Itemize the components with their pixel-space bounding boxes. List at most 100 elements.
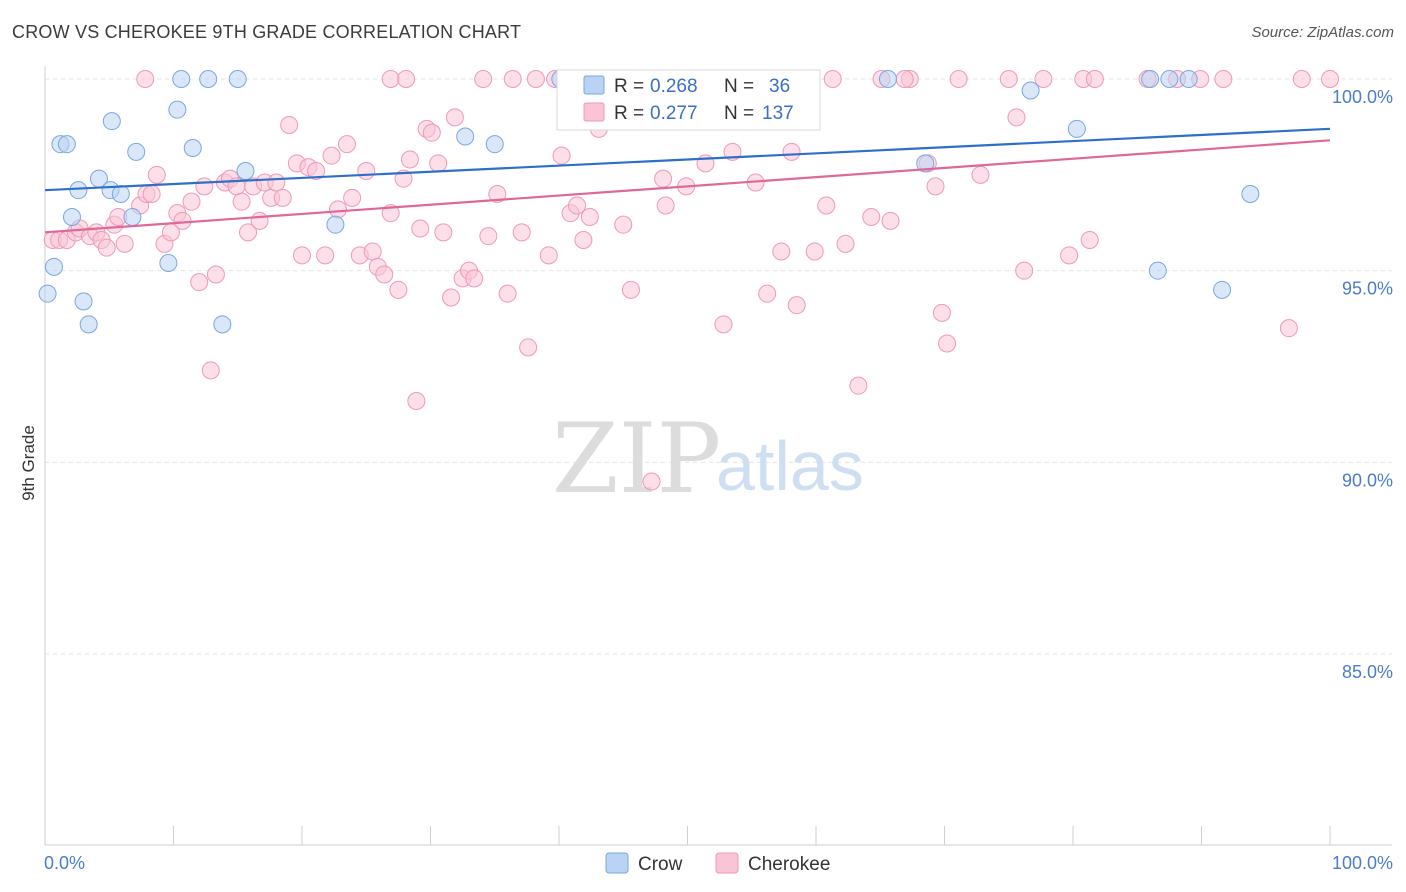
correlation-legend: R = 0.268 N = 36 R = 0.277 N = 137 [556, 69, 821, 131]
cherokee-point [389, 280, 408, 299]
legend-crow-n-label: N = [724, 76, 754, 97]
cherokee-point [182, 192, 201, 211]
cherokee-point [1080, 231, 1099, 249]
cherokee-point [642, 472, 661, 491]
cherokee-point [614, 215, 633, 234]
crow-point [485, 135, 504, 154]
cherokee-point [273, 188, 292, 207]
cherokee-point [519, 338, 538, 357]
crow-point [127, 142, 146, 161]
chart-title: CROW VS CHEROKEE 9TH GRADE CORRELATION C… [12, 22, 522, 42]
cherokee-trend-line [44, 139, 1331, 234]
cherokee-point [206, 265, 225, 284]
cherokee-point [142, 185, 161, 203]
crow-point [213, 315, 232, 334]
crow-point [236, 162, 255, 180]
crow-point [228, 70, 247, 88]
cherokee-point [932, 303, 951, 322]
crow-point [1213, 280, 1232, 299]
cherokee-point [429, 154, 448, 173]
cherokee-point [949, 70, 968, 88]
cherokee-point [862, 208, 881, 226]
crow-point [172, 70, 191, 88]
cherokee-point [328, 200, 347, 219]
watermark-atlas: atlas [716, 427, 864, 505]
cherokee-point [1015, 261, 1034, 280]
bottom-legend-crow-label: Crow [638, 854, 683, 875]
cherokee-point [250, 211, 269, 230]
legend-crow-swatch [583, 75, 605, 95]
crow-point [1160, 70, 1179, 88]
crow-point [123, 208, 142, 226]
legend-cherokee-swatch [583, 102, 605, 122]
cherokee-point [758, 284, 777, 303]
cherokee-point [656, 196, 675, 215]
cherokee-point [1292, 70, 1311, 88]
cherokee-point [115, 234, 134, 253]
crow-point [1241, 185, 1260, 203]
cherokee-point [1007, 108, 1026, 127]
tick-labels: 100.0% 95.0% 90.0% 85.0% 0.0% 100.0% [44, 87, 1393, 873]
series-legend: Crow Cherokee [605, 852, 830, 875]
y-tick-label: 95.0% [1342, 279, 1393, 299]
cherokee-point [322, 146, 341, 165]
cherokee-point [539, 246, 558, 265]
crow-point [111, 185, 130, 203]
y-tick-label: 90.0% [1342, 470, 1393, 490]
cherokee-point [782, 142, 801, 161]
source-note: Source: ZipAtlas.com [1251, 24, 1394, 41]
cherokee-point [817, 196, 836, 215]
cherokee-point [375, 265, 394, 284]
crow-point [38, 284, 57, 303]
cherokee-point [474, 70, 493, 88]
cherokee-point [580, 208, 599, 226]
cherokee-point [971, 165, 990, 184]
cherokee-point [881, 211, 900, 230]
x-tick-label: 100.0% [1332, 853, 1393, 873]
cherokee-point [411, 219, 430, 238]
crow-point [1067, 119, 1086, 138]
crow-point [159, 254, 178, 272]
cherokee-point [397, 70, 416, 88]
cherokee-point [357, 162, 376, 180]
crow-point [44, 257, 63, 276]
y-tick-label: 100.0% [1332, 87, 1393, 107]
crow-point [69, 181, 88, 200]
crow-point [1179, 70, 1198, 88]
cherokee-point [442, 288, 461, 307]
cherokee-point [394, 169, 413, 188]
cherokee-point [849, 376, 868, 395]
crow-point [74, 292, 93, 311]
crow-point [456, 127, 475, 146]
cherokee-point [488, 185, 507, 203]
cherokee-point [999, 70, 1018, 88]
crow-point [199, 70, 218, 88]
cherokee-point [422, 123, 441, 142]
cherokee-point [526, 70, 545, 88]
cherokee-point [895, 70, 914, 88]
bottom-legend-crow-swatch [605, 852, 629, 874]
cherokee-point [926, 177, 945, 196]
cherokee-point [479, 227, 498, 246]
cherokee-point [772, 242, 791, 261]
crow-point [1141, 70, 1160, 88]
cherokee-point [363, 242, 382, 261]
cherokee-point [574, 231, 593, 249]
cherokee-point [1085, 70, 1104, 88]
cherokee-point [1321, 70, 1339, 88]
cherokee-point [173, 211, 192, 230]
axes [44, 66, 1392, 846]
cherokee-point [201, 361, 220, 380]
cherokee-point [307, 162, 326, 180]
cherokee-point [136, 70, 155, 88]
cherokee-point [147, 165, 166, 184]
crow-point [62, 208, 81, 226]
bottom-legend-cherokee-label: Cherokee [748, 854, 830, 875]
cherokee-point [823, 70, 842, 88]
crow-trend-line [44, 127, 1331, 192]
cherokee-point [1214, 70, 1233, 88]
y-tick-label: 85.0% [1342, 662, 1393, 682]
crow-point [79, 315, 98, 334]
cherokee-point [836, 234, 855, 253]
crow-point [168, 100, 187, 119]
